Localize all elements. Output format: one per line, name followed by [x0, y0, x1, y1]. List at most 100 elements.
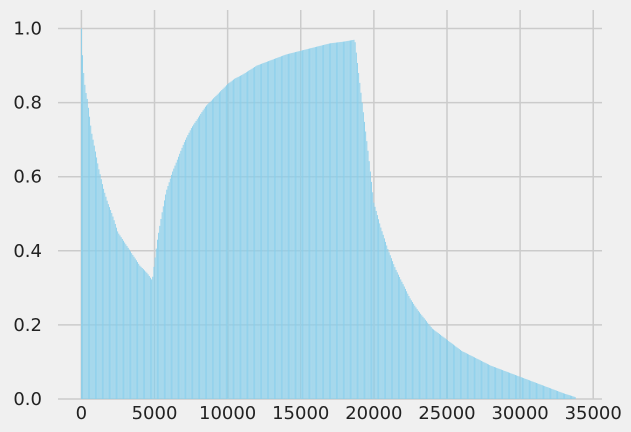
- bar: [300, 50, 302, 400]
- bar: [181, 147, 183, 399]
- bar: [298, 51, 300, 399]
- bar: [223, 87, 225, 400]
- bar: [120, 237, 122, 399]
- bar: [86, 98, 88, 400]
- bar: [194, 122, 196, 399]
- bar: [155, 248, 157, 399]
- bar: [348, 40, 350, 399]
- bar: [270, 60, 272, 399]
- bar: [460, 349, 461, 399]
- bar: [387, 249, 389, 399]
- bar: [519, 376, 521, 399]
- bar: [255, 66, 257, 399]
- bar: [481, 360, 482, 399]
- bar: [226, 85, 227, 399]
- bar: [346, 41, 348, 399]
- bar: [319, 45, 321, 400]
- bar: [331, 43, 333, 399]
- bar: [431, 328, 433, 399]
- bar: [168, 182, 170, 399]
- bar: [295, 52, 296, 400]
- bar: [303, 50, 305, 400]
- bar: [464, 352, 466, 399]
- bar: [380, 227, 382, 399]
- bar: [214, 97, 216, 400]
- bar: [450, 342, 452, 399]
- bar: [138, 263, 140, 399]
- bar: [206, 105, 208, 400]
- bar: [516, 375, 518, 399]
- bar: [341, 41, 343, 399]
- bar: [288, 53, 289, 399]
- x-tick-label: 5000: [132, 403, 178, 424]
- bar: [571, 395, 573, 399]
- bar: [318, 46, 320, 399]
- bar: [324, 44, 326, 399]
- bar: [279, 56, 281, 400]
- bar: [447, 340, 449, 399]
- bar: [98, 169, 100, 399]
- bar: [276, 58, 278, 400]
- bar: [410, 300, 412, 399]
- bar: [305, 49, 307, 399]
- bar: [562, 393, 564, 399]
- bar: [258, 64, 260, 400]
- bar: [389, 255, 391, 399]
- x-tick-label: 10000: [199, 403, 256, 424]
- bar: [420, 313, 422, 399]
- bar: [221, 90, 223, 399]
- bar: [271, 59, 273, 400]
- bar: [142, 269, 144, 399]
- bar: [568, 395, 570, 399]
- bar: [530, 380, 532, 399]
- bar: [278, 57, 280, 399]
- bar: [290, 53, 292, 400]
- bar: [452, 344, 454, 399]
- bar: [154, 257, 156, 399]
- bar: [406, 291, 408, 399]
- bar: [373, 202, 375, 399]
- bar: [195, 120, 197, 400]
- bar: [257, 65, 259, 399]
- bar: [105, 196, 107, 399]
- bar: [159, 225, 161, 399]
- bar: [345, 41, 347, 399]
- bar: [224, 86, 226, 400]
- bar: [312, 47, 314, 399]
- bar: [455, 346, 457, 399]
- bar: [502, 370, 503, 399]
- bar: [503, 370, 505, 399]
- bar: [469, 354, 471, 399]
- bar: [152, 276, 154, 399]
- bar: [183, 142, 185, 399]
- bar: [444, 338, 446, 399]
- bar: [147, 274, 149, 399]
- bar: [165, 194, 167, 399]
- bar: [220, 91, 222, 400]
- bar: [471, 356, 473, 399]
- bar: [467, 353, 468, 399]
- bar: [500, 369, 502, 399]
- bar: [405, 288, 406, 399]
- bar: [241, 75, 243, 400]
- bar: [102, 184, 103, 399]
- bar: [396, 272, 398, 399]
- bar: [292, 52, 294, 399]
- bar: [157, 239, 158, 399]
- bar: [259, 64, 261, 399]
- bar: [112, 216, 114, 399]
- bar: [462, 351, 464, 399]
- bar: [419, 312, 420, 399]
- bar: [277, 57, 279, 399]
- bar: [203, 108, 205, 400]
- bar: [401, 281, 403, 399]
- bar: [569, 395, 571, 399]
- bar: [352, 40, 354, 399]
- bar: [313, 47, 315, 400]
- bar: [496, 367, 498, 399]
- bar: [506, 371, 508, 399]
- bar: [497, 368, 499, 399]
- bar: [555, 390, 557, 399]
- bar: [390, 258, 392, 399]
